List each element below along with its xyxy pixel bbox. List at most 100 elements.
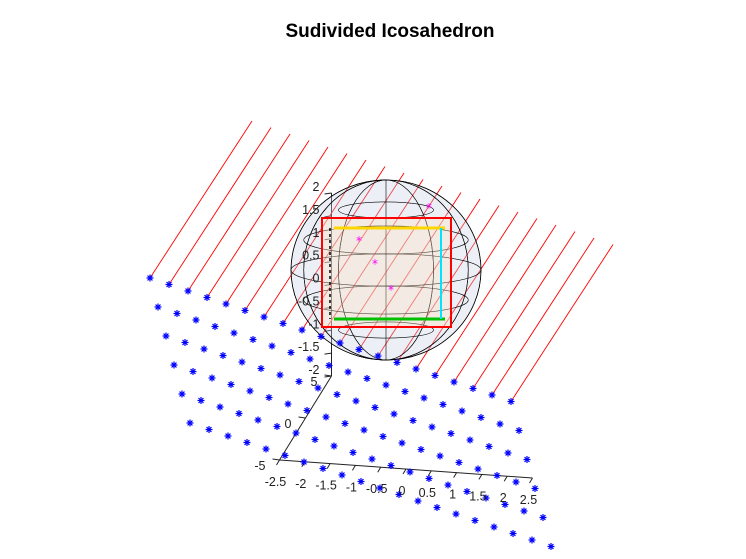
asterisk-stroke [258, 365, 264, 372]
asterisk-stroke [212, 323, 218, 330]
asterisk-stroke [459, 408, 465, 414]
ray-origin-marker [349, 449, 357, 456]
asterisk-stroke [350, 449, 356, 456]
asterisk-stroke [280, 320, 286, 327]
ray-origin-marker [444, 481, 452, 489]
z-tick [324, 238, 332, 241]
ray-line [187, 133, 291, 292]
asterisk-stroke [315, 385, 321, 391]
ray-origin-marker [471, 517, 479, 524]
ray-origin-marker [417, 446, 425, 453]
ray-origin-marker [395, 491, 403, 498]
z-tick-label: 1.5 [302, 203, 319, 217]
asterisk-stroke [255, 417, 261, 423]
ray-origin-marker [485, 443, 493, 450]
ray-origin-marker [357, 478, 365, 485]
asterisk-stroke [225, 433, 231, 439]
ray-origin-marker [284, 400, 292, 408]
asterisk-stroke [247, 388, 253, 394]
z-tick [324, 192, 332, 195]
asterisk-stroke [263, 446, 269, 452]
asterisk-stroke [179, 391, 185, 397]
x-tick [377, 466, 382, 473]
asterisk-stroke [437, 453, 443, 459]
x-tick-label: -0.5 [366, 482, 388, 496]
asterisk-stroke [432, 372, 438, 379]
ray-origin-marker [254, 416, 262, 424]
ray-origin-marker [235, 410, 243, 417]
x-tick [503, 475, 508, 482]
ray-origin-marker [439, 401, 447, 408]
ray-line [434, 218, 538, 376]
ray-origin-marker [504, 449, 512, 457]
asterisk-stroke [413, 366, 419, 372]
ray-origin-marker [249, 336, 257, 343]
ray-origin-marker [539, 514, 547, 521]
ray-origin-marker [295, 378, 303, 385]
asterisk-stroke [356, 346, 362, 353]
ray-origin-marker [401, 388, 409, 395]
asterisk-stroke [339, 472, 345, 478]
ray-origin-marker [477, 414, 485, 421]
ray-origin-marker [162, 332, 170, 340]
asterisk-stroke [508, 398, 514, 405]
x-tick [427, 470, 432, 477]
ray-origin-marker [222, 300, 230, 308]
asterisk-stroke [187, 420, 193, 426]
asterisk-stroke [475, 466, 481, 472]
x-tick [276, 459, 280, 466]
y-tick-label: 5 [311, 375, 318, 389]
ray-line [282, 166, 386, 324]
ray-line [491, 237, 595, 396]
ray-origin-marker [211, 323, 219, 330]
ray-origin-marker [450, 378, 458, 386]
asterisk-stroke [375, 353, 381, 359]
z-tick-label: 2 [313, 180, 320, 194]
asterisk-stroke [304, 407, 310, 414]
ray-origin-marker [189, 368, 197, 375]
asterisk-stroke [483, 495, 489, 501]
asterisk-stroke [250, 336, 256, 343]
ray-origins [146, 274, 555, 550]
ray-origin-marker [474, 465, 482, 473]
asterisk-stroke [296, 378, 302, 385]
ray-origin-marker [338, 471, 346, 479]
ray-origin-marker [455, 459, 463, 466]
asterisk-stroke [331, 443, 337, 449]
z-tick [324, 375, 332, 378]
z-tick-label: 0.5 [302, 249, 319, 263]
asterisk-stroke [288, 349, 294, 356]
x-tick-label: 0.5 [419, 486, 436, 500]
asterisk-stroke [418, 446, 424, 453]
sphere-longitude [303, 179, 469, 361]
z-tick-label: -1.5 [298, 340, 320, 354]
ray-origin-marker [336, 339, 344, 347]
asterisk-stroke [489, 392, 495, 398]
asterisk-stroke [228, 381, 234, 388]
asterisk-stroke [364, 375, 370, 382]
ray-line [244, 153, 348, 311]
ray-origin-marker [268, 342, 276, 350]
asterisk-stroke [282, 452, 288, 459]
ray-origin-marker [265, 394, 273, 401]
asterisk-stroke [478, 414, 484, 421]
asterisk-stroke [410, 417, 416, 424]
ray-origin-marker [531, 485, 539, 492]
asterisk-stroke [285, 401, 291, 407]
asterisk-stroke [155, 304, 161, 310]
ray-origin-marker [393, 359, 401, 366]
ray-origin-marker [376, 484, 384, 492]
ray-origin-marker [146, 274, 154, 282]
ray-line [453, 224, 557, 383]
ray-origin-marker [547, 543, 555, 550]
asterisk-stroke [274, 423, 280, 430]
ray-origin-marker [317, 333, 325, 340]
ray-origin-marker [184, 287, 192, 295]
ray-origin-marker [382, 381, 390, 389]
asterisk-stroke [380, 433, 386, 440]
ray-line [472, 231, 576, 389]
asterisk-stroke [307, 356, 313, 362]
ray-origin-marker [224, 432, 232, 440]
asterisk-stroke [277, 372, 283, 378]
y-tick [298, 416, 306, 419]
